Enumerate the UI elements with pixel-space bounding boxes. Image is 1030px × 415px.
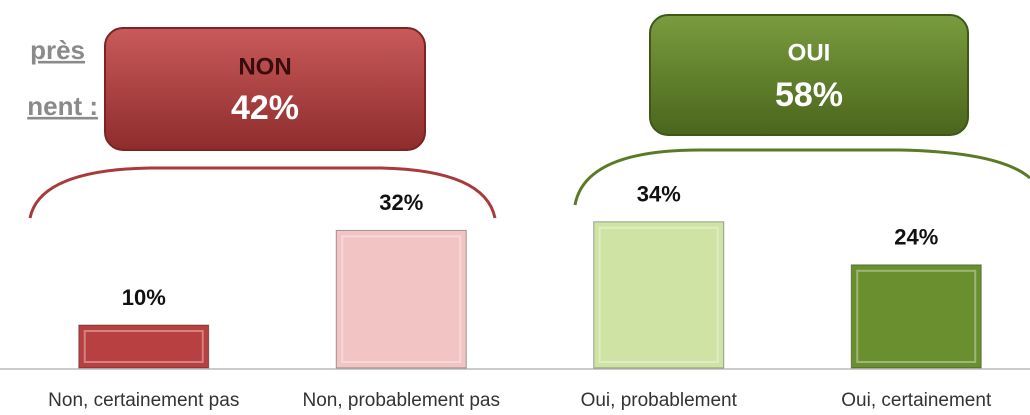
x-tick-label: Oui, certainement [841,390,992,411]
bar-bevel [598,226,719,363]
group-box [104,27,426,151]
bar [593,221,725,369]
bar [78,324,210,369]
value-label: 24% [894,225,938,250]
x-tick-label: Non, certainement pas [48,390,239,411]
cut-text: près [30,35,85,65]
group-bracket [28,166,497,219]
group-box [649,14,969,136]
group-bracket [573,148,1030,206]
value-label: 10% [122,285,166,310]
bar-bevel [856,269,977,363]
bar [335,229,467,369]
x-tick-label: Non, probablement pas [302,390,500,411]
bar-bevel [83,330,204,363]
value-label: 34% [637,182,681,207]
group-total: 42% [231,89,299,127]
group-name: OUI [788,39,831,66]
x-tick-label: Oui, probablement [581,390,738,411]
bar [850,264,982,369]
value-label: 32% [379,190,423,215]
cut-text: nent : [27,91,98,121]
bar-bevel [341,235,462,363]
group-total: 58% [775,76,843,114]
group-name: NON [238,53,291,80]
